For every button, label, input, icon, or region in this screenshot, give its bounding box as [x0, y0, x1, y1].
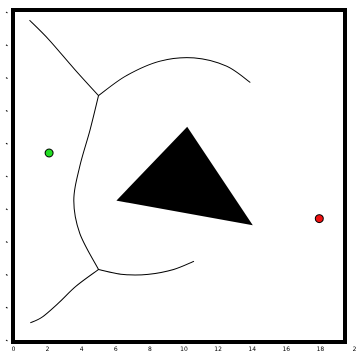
start-point: [44, 148, 54, 158]
y-tick-mark: [5, 339, 8, 342]
x-tick-label: 16: [282, 346, 290, 353]
x-tick-label: 2: [46, 346, 50, 353]
y-tick-mark: [5, 77, 8, 80]
x-tick-label: 6: [114, 346, 118, 353]
roadmap-edge-bottom-arc: [98, 260, 195, 276]
x-tick-label: 2: [353, 346, 356, 353]
x-tick-label: 18: [317, 346, 325, 353]
x-tick-label: 0: [12, 346, 16, 353]
goal-point: [314, 214, 324, 224]
y-tick-mark: [5, 142, 8, 145]
x-tick-label: 14: [248, 346, 256, 353]
y-tick-mark: [5, 44, 8, 47]
y-tick-mark: [5, 273, 8, 276]
obstacle-triangle: [116, 126, 253, 226]
roadmap-edge-bottom-left: [30, 269, 99, 324]
axis-ticks: 0 2 4 6 8 10 12 14 16 18 2: [5, 11, 356, 353]
y-tick-mark: [5, 175, 8, 178]
roadmap-edge-top-left: [29, 19, 99, 96]
plot-marks: [29, 19, 324, 324]
y-tick-mark: [5, 241, 8, 244]
x-tick-label: 10: [180, 346, 188, 353]
x-tick-label: 4: [80, 346, 84, 353]
y-tick-mark: [5, 306, 8, 309]
y-tick-mark: [5, 109, 8, 112]
plot-frame: [11, 8, 347, 344]
roadmap-edge-left-arc: [73, 95, 99, 270]
y-tick-mark: [5, 11, 8, 14]
y-tick-mark: [5, 208, 8, 211]
x-tick-label: 12: [214, 346, 222, 353]
roadmap-edge-top-arc: [98, 57, 251, 97]
x-tick-label: 8: [148, 346, 152, 353]
